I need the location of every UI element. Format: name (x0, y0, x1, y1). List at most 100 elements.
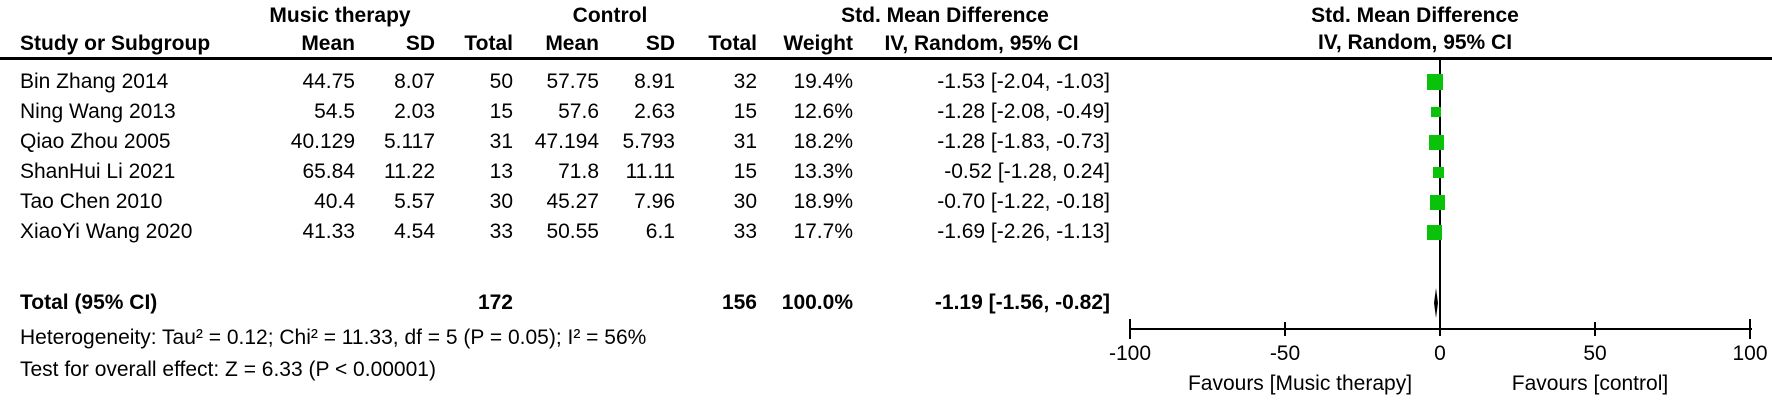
col-c-sd-label: SD (645, 32, 675, 55)
study-name: Bin Zhang 2014 (20, 70, 169, 93)
control-total-value: 32 (733, 70, 757, 93)
effect-marker (1427, 74, 1443, 90)
control-mean-value: 71.8 (558, 160, 599, 183)
effect-header-left: Std. Mean Difference (841, 4, 1049, 27)
axis-tick (1439, 322, 1441, 336)
study-row: Tao Chen 2010 40.4 5.57 30 45.27 7.96 30… (20, 187, 1130, 217)
axis-tick-label: -100 (1108, 342, 1152, 365)
col-weight-label: Weight (783, 32, 853, 55)
axis-tick (1129, 319, 1131, 339)
mt-total-value: 33 (489, 220, 513, 243)
col-mt-total-label: Total (464, 32, 513, 55)
total-weight: 100.0% (781, 291, 853, 314)
study-name: XiaoYi Wang 2020 (20, 220, 193, 243)
control-sd-value: 7.96 (634, 190, 675, 213)
axis-tick-label: 0 (1434, 342, 1446, 365)
column-header-row: Study or Subgroup Mean SD Total Mean SD … (20, 29, 1130, 59)
mt-total-value: 50 (489, 70, 513, 93)
ci-value: -1.53 [-2.04, -1.03] (937, 70, 1110, 93)
effect-marker (1433, 167, 1444, 178)
total-c-total: 156 (721, 291, 757, 314)
control-total-value: 30 (733, 190, 757, 213)
ci-value: -1.69 [-2.26, -1.13] (937, 220, 1110, 243)
col-mt-sd-label: SD (405, 32, 435, 55)
axis-tick-label: 50 (1583, 342, 1607, 365)
ci-value: -0.52 [-1.28, 0.24] (944, 160, 1110, 183)
study-name: Ning Wang 2013 (20, 100, 176, 123)
x-axis (1130, 328, 1752, 330)
study-name: ShanHui Li 2021 (20, 160, 176, 183)
ci-value: -0.70 [-1.22, -0.18] (937, 190, 1110, 213)
group-header-experimental: Music therapy (269, 4, 411, 27)
control-mean-value: 50.55 (546, 220, 599, 243)
axis-tick (1284, 322, 1286, 336)
control-total-value: 15 (733, 100, 757, 123)
weight-value: 18.9% (793, 190, 853, 213)
favours-right-label: Favours [control] (1511, 372, 1669, 395)
axis-tick-label: -50 (1269, 342, 1301, 365)
mt-mean-value: 54.5 (314, 100, 355, 123)
col-study-label: Study or Subgroup (20, 32, 211, 55)
mt-sd-value: 5.117 (384, 130, 435, 153)
control-mean-value: 57.6 (558, 100, 599, 123)
weight-value: 12.6% (793, 100, 853, 123)
effect-header-right: Std. Mean Difference (1311, 4, 1519, 27)
study-row: Qiao Zhou 2005 40.129 5.117 31 47.194 5.… (20, 127, 1130, 157)
effect-marker (1429, 135, 1444, 150)
control-mean-value: 47.194 (534, 130, 599, 153)
effect-marker (1427, 225, 1442, 240)
weight-value: 19.4% (793, 70, 853, 93)
col-mt-mean-label: Mean (301, 32, 355, 55)
control-sd-value: 2.63 (634, 100, 675, 123)
total-empty-2 (355, 288, 435, 318)
total-empty-1 (240, 288, 355, 318)
total-mt-total: 172 (477, 291, 513, 314)
mt-sd-value: 4.54 (394, 220, 435, 243)
col-c-total-label: Total (708, 32, 757, 55)
mt-mean-value: 40.4 (314, 190, 355, 213)
study-row: ShanHui Li 2021 65.84 11.22 13 71.8 11.1… (20, 157, 1130, 187)
total-empty-4 (599, 288, 675, 318)
control-sd-value: 8.91 (634, 70, 675, 93)
mt-mean-value: 44.75 (302, 70, 355, 93)
mt-total-value: 13 (489, 160, 513, 183)
control-total-value: 33 (733, 220, 757, 243)
control-sd-value: 11.11 (625, 160, 675, 183)
study-row: XiaoYi Wang 2020 41.33 4.54 33 50.55 6.1… (20, 217, 1130, 247)
mt-mean-value: 65.84 (302, 160, 355, 183)
study-row: Ning Wang 2013 54.5 2.03 15 57.6 2.63 15… (20, 97, 1130, 127)
total-empty-3 (513, 288, 599, 318)
control-sd-value: 5.793 (622, 130, 675, 153)
weight-value: 17.7% (793, 220, 853, 243)
axis-tick (1749, 319, 1751, 339)
col-ci-label: IV, Random, 95% CI (884, 32, 1079, 55)
mt-sd-value: 5.57 (394, 190, 435, 213)
study-row: Bin Zhang 2014 44.75 8.07 50 57.75 8.91 … (20, 67, 1130, 97)
header-underline (0, 57, 1772, 60)
plot-method-header: IV, Random, 95% CI (1317, 31, 1513, 54)
control-mean-value: 57.75 (546, 70, 599, 93)
overall-effect-note: Test for overall effect: Z = 6.33 (P < 0… (20, 358, 436, 381)
total-row: Total (95% CI) 172 156 100.0% -1.19 [-1.… (20, 288, 1130, 318)
study-name: Qiao Zhou 2005 (20, 130, 171, 153)
total-label: Total (95% CI) (20, 291, 158, 314)
effect-marker (1430, 195, 1445, 210)
ci-value: -1.28 [-1.83, -0.73] (937, 130, 1110, 153)
mt-mean-value: 40.129 (290, 130, 355, 153)
effect-marker (1431, 107, 1441, 117)
mt-total-value: 30 (489, 190, 513, 213)
mt-sd-value: 8.07 (394, 70, 435, 93)
heterogeneity-note: Heterogeneity: Tau² = 0.12; Chi² = 11.33… (20, 326, 647, 349)
control-total-value: 31 (733, 130, 757, 153)
mt-sd-value: 11.22 (384, 160, 435, 183)
axis-tick (1594, 322, 1596, 336)
study-name: Tao Chen 2010 (20, 190, 163, 213)
favours-left-label: Favours [Music therapy] (1187, 372, 1413, 395)
mt-total-value: 15 (489, 100, 513, 123)
mt-sd-value: 2.03 (394, 100, 435, 123)
group-header-control: Control (572, 4, 648, 27)
axis-tick-label: 100 (1732, 342, 1768, 365)
total-ci: -1.19 [-1.56, -0.82] (934, 291, 1110, 314)
control-mean-value: 45.27 (546, 190, 599, 213)
